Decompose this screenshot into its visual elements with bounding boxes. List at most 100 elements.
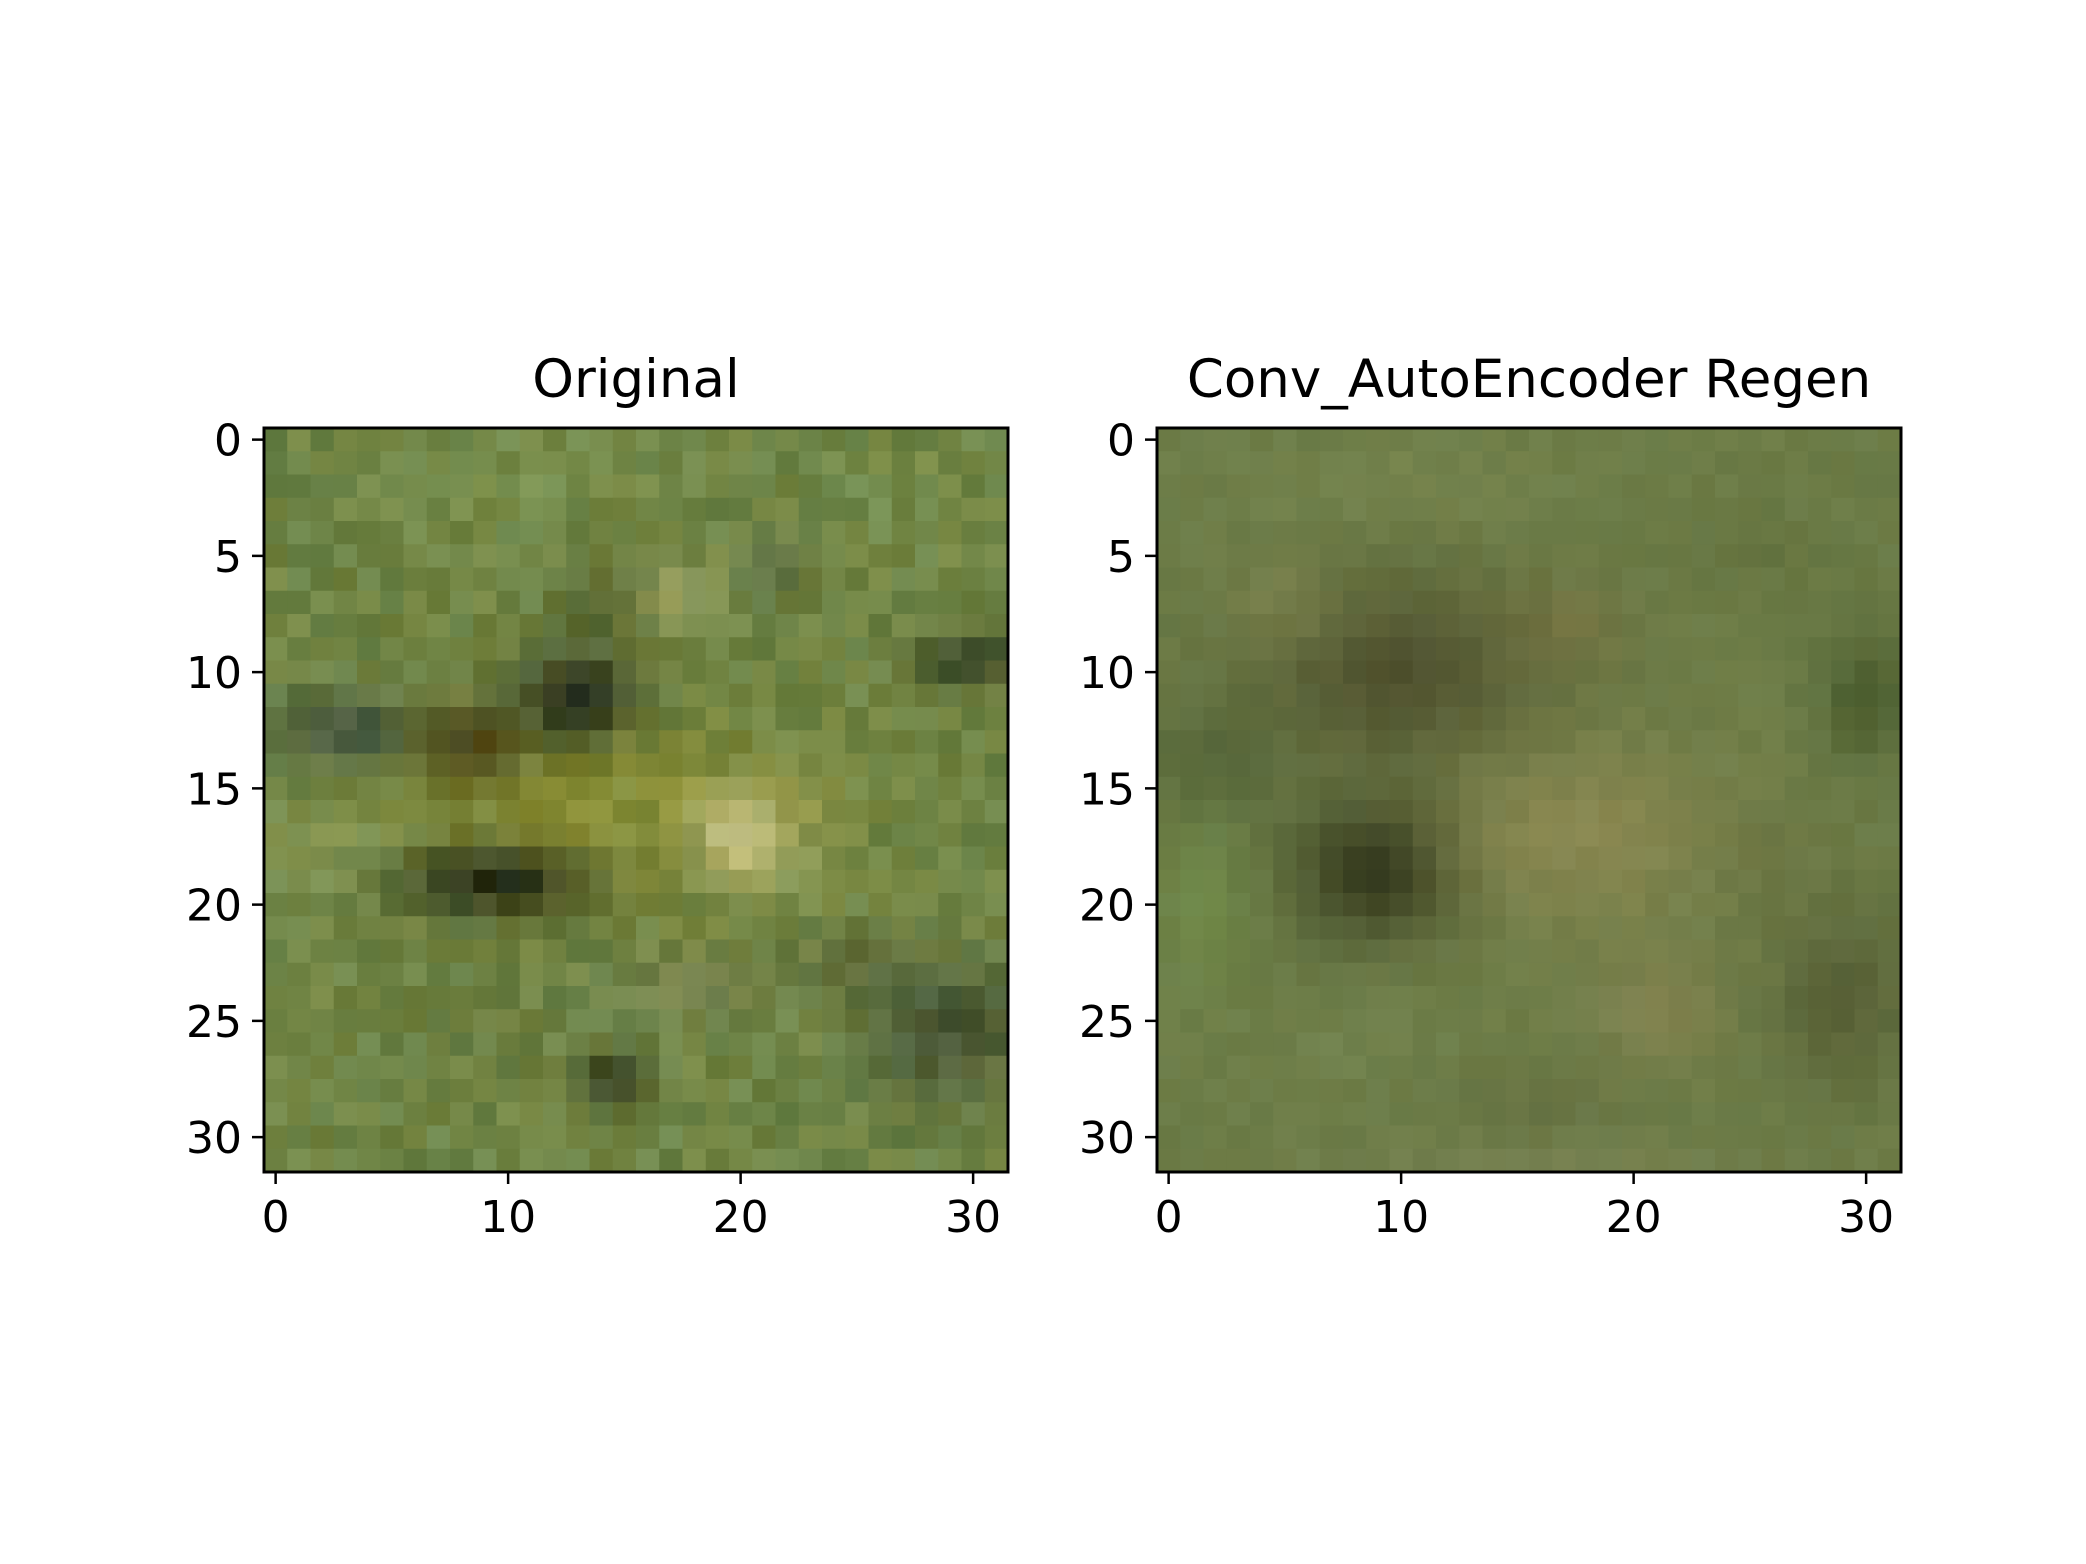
image-pixel [729,939,753,964]
image-pixel [1761,707,1786,731]
image-pixel [380,451,405,476]
image-pixel [1296,683,1321,708]
image-pixel [519,1102,544,1127]
image-pixel [984,637,1009,662]
image-pixel [891,428,916,452]
image-pixel [798,730,823,755]
x-tick-label: 10 [1373,1192,1429,1243]
image-pixel [659,939,684,964]
image-pixel [1319,893,1344,917]
image-pixel [845,753,870,778]
image-pixel [891,823,916,848]
image-pixel [1296,451,1321,476]
image-pixel [1296,637,1321,662]
image-pixel [1645,428,1670,452]
image-pixel [1715,544,1739,569]
image-pixel [1412,1125,1437,1150]
image-pixel [938,869,963,894]
image-pixel [1203,753,1228,778]
image-pixel [1505,1102,1530,1127]
image-pixel [775,474,800,499]
image-pixel [984,1125,1009,1150]
image-pixel [310,776,335,801]
image-pixel [1366,776,1391,801]
image-pixel [659,846,684,871]
image-pixel [938,962,963,987]
image-pixel [938,544,963,569]
image-pixel [450,730,474,755]
image-pixel [1598,846,1623,871]
image-pixel [287,1102,312,1127]
image-pixel [659,1102,684,1127]
image-pixel [1738,428,1763,452]
image-pixel [1645,707,1670,731]
image-pixel [264,869,288,894]
image-pixel [519,590,544,615]
image-pixel [589,660,614,685]
image-pixel [1366,1079,1391,1103]
image-pixel [1552,800,1577,824]
image-pixel [357,893,381,917]
image-pixel [1854,707,1879,731]
image-pixel [1505,893,1530,917]
image-pixel [938,707,963,731]
image-pixel [1645,451,1670,476]
image-pixel [403,1009,428,1034]
image-pixel [705,846,730,871]
image-pixel [961,1032,986,1057]
image-pixel [729,590,753,615]
image-pixel [822,939,846,964]
image-pixel [1203,1148,1228,1173]
image-pixel [1296,707,1321,731]
image-pixel [1668,474,1693,499]
image-pixel [729,660,753,685]
image-pixel [1343,916,1367,941]
image-pixel [984,590,1009,615]
image-pixel [1482,1055,1507,1080]
image-pixel [1877,1055,1902,1080]
image-pixel [1784,1009,1809,1034]
image-pixel [1482,1009,1507,1034]
image-pixel [1366,474,1391,499]
image-pixel [868,521,893,545]
image-pixel [1784,1055,1809,1080]
image-pixel [1575,962,1600,987]
image-pixel [1529,544,1553,569]
image-pixel [752,1055,777,1080]
image-pixel [450,428,474,452]
image-pixel [752,1125,777,1150]
image-pixel [1831,544,1856,569]
image-pixel [1761,1148,1786,1173]
image-pixel [845,544,870,569]
image-pixel [729,869,753,894]
image-pixel [682,590,707,615]
image-pixel [915,451,939,476]
image-pixel [1436,776,1460,801]
image-pixel [1157,893,1181,917]
image-pixel [496,1148,521,1173]
image-pixel [705,497,730,522]
image-pixel [752,451,777,476]
image-pixel [1668,660,1693,685]
image-pixel [1715,707,1739,731]
image-pixel [1203,776,1228,801]
image-pixel [287,753,312,778]
image-pixel [1296,1032,1321,1057]
image-pixel [915,753,939,778]
image-pixel [752,707,777,731]
image-pixel [589,567,614,592]
image-pixel [915,939,939,964]
image-pixel [1529,1125,1553,1150]
image-pixel [1691,474,1716,499]
image-pixel [1622,428,1646,452]
image-pixel [589,544,614,569]
image-pixel [1180,1032,1205,1057]
image-pixel [403,1125,428,1150]
image-pixel [1598,707,1623,731]
x-tick-label: 10 [480,1192,536,1243]
image-pixel [1598,1055,1623,1080]
image-pixel [1296,939,1321,964]
image-pixel [1598,474,1623,499]
image-pixel [1575,614,1600,638]
image-pixel [473,730,498,755]
